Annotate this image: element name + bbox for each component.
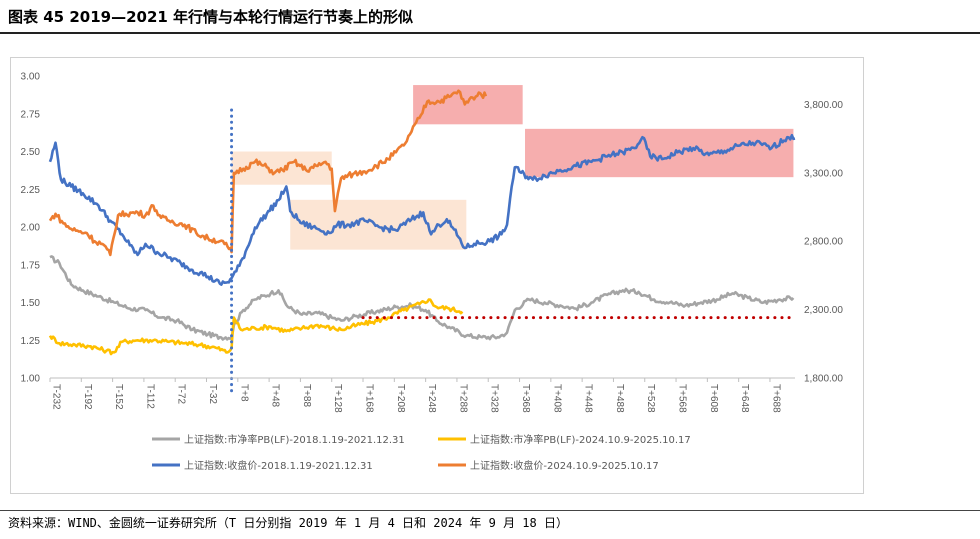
markers bbox=[230, 108, 797, 397]
chart: 1.00 1.25 1.50 1.75 2.00 2.25 2.50 2.75 3.00 1,80… bbox=[21, 72, 844, 473]
chart-frame bbox=[10, 57, 864, 494]
x-axis-tick: T+568 bbox=[677, 384, 688, 413]
x-axis-tick: T+8 bbox=[238, 384, 249, 402]
source-note: 资料来源：WIND、金圆统一证券研究所（T 日分别指 2019 年 1 月 4 … bbox=[8, 516, 568, 530]
left-axis-tick: 2.25 bbox=[21, 185, 41, 196]
left-axis-tick: 1.50 bbox=[21, 298, 41, 309]
left-axis-tick: 1.25 bbox=[21, 336, 41, 347]
right-axis-tick: 2,800.00 bbox=[804, 237, 843, 248]
highlight-regions bbox=[231, 85, 794, 250]
left-axis-tick: 2.00 bbox=[21, 223, 41, 234]
series-line-1 bbox=[49, 255, 795, 341]
title-rule bbox=[0, 32, 980, 34]
x-axis-tick: T+608 bbox=[708, 384, 719, 413]
axes: 1.00 1.25 1.50 1.75 2.00 2.25 2.50 2.75 3.00 1,80… bbox=[21, 72, 844, 414]
legend: 上证指数:市净率PB(LF)-2018.1.19-2021.12.31 上证指数:… bbox=[152, 433, 691, 472]
x-axis-tick: T+168 bbox=[364, 384, 375, 413]
x-axis-tick: T-112 bbox=[144, 384, 155, 409]
x-axis-tick: T+48 bbox=[270, 384, 281, 408]
x-axis-tick: T+248 bbox=[426, 384, 437, 413]
x-axis-tick: T+488 bbox=[614, 384, 625, 413]
series-line-3 bbox=[48, 133, 796, 286]
series-lines bbox=[48, 89, 796, 356]
left-axis-tick: 1.75 bbox=[21, 260, 41, 271]
x-axis-tick: T+648 bbox=[739, 384, 750, 413]
x-axis-tick: T-232 bbox=[51, 384, 62, 410]
left-axis-tick: 3.00 bbox=[21, 72, 41, 83]
right-axis-tick: 1,800.00 bbox=[804, 374, 843, 385]
x-axis-tick: T+328 bbox=[489, 384, 500, 413]
legend-label-2: 上证指数:市净率PB(LF)-2024.10.9-2025.10.17 bbox=[470, 433, 691, 446]
series-line-2 bbox=[48, 298, 464, 356]
x-axis-tick: T-152 bbox=[113, 384, 124, 410]
x-axis-tick: T-32 bbox=[207, 384, 218, 404]
x-axis-tick: T+88 bbox=[301, 384, 312, 408]
right-axis-tick: 3,800.00 bbox=[804, 100, 843, 111]
x-axis-tick: T+408 bbox=[551, 384, 562, 413]
series-line-4 bbox=[48, 89, 488, 257]
x-axis-tick: T-72 bbox=[176, 384, 187, 404]
left-axis-tick: 2.50 bbox=[21, 147, 41, 158]
right-axis-tick: 3,300.00 bbox=[804, 168, 843, 179]
x-axis-tick: T-192 bbox=[82, 384, 93, 410]
legend-label-3: 上证指数:收盘价-2018.1.19-2021.12.31 bbox=[184, 459, 373, 472]
highlight-region-3 bbox=[413, 85, 523, 125]
x-axis-tick: T+208 bbox=[395, 384, 406, 413]
left-axis-tick: 2.75 bbox=[21, 109, 41, 120]
x-axis-tick: T+288 bbox=[457, 384, 468, 413]
source-rule bbox=[0, 510, 980, 511]
left-axis-tick: 1.00 bbox=[21, 374, 41, 385]
x-axis-tick: T+368 bbox=[520, 384, 531, 413]
x-axis-tick: T+448 bbox=[583, 384, 594, 413]
legend-label-1: 上证指数:市净率PB(LF)-2018.1.19-2021.12.31 bbox=[184, 433, 405, 446]
x-axis-tick: T+688 bbox=[770, 384, 781, 413]
figure-title: 图表 45 2019—2021 年行情与本轮行情运行节奏上的形似 bbox=[8, 8, 414, 26]
x-axis-tick: T+128 bbox=[332, 384, 343, 413]
x-axis-tick: T+528 bbox=[645, 384, 656, 413]
right-axis-tick: 2,300.00 bbox=[804, 305, 843, 316]
legend-label-4: 上证指数:收盘价-2024.10.9-2025.10.17 bbox=[470, 459, 659, 472]
